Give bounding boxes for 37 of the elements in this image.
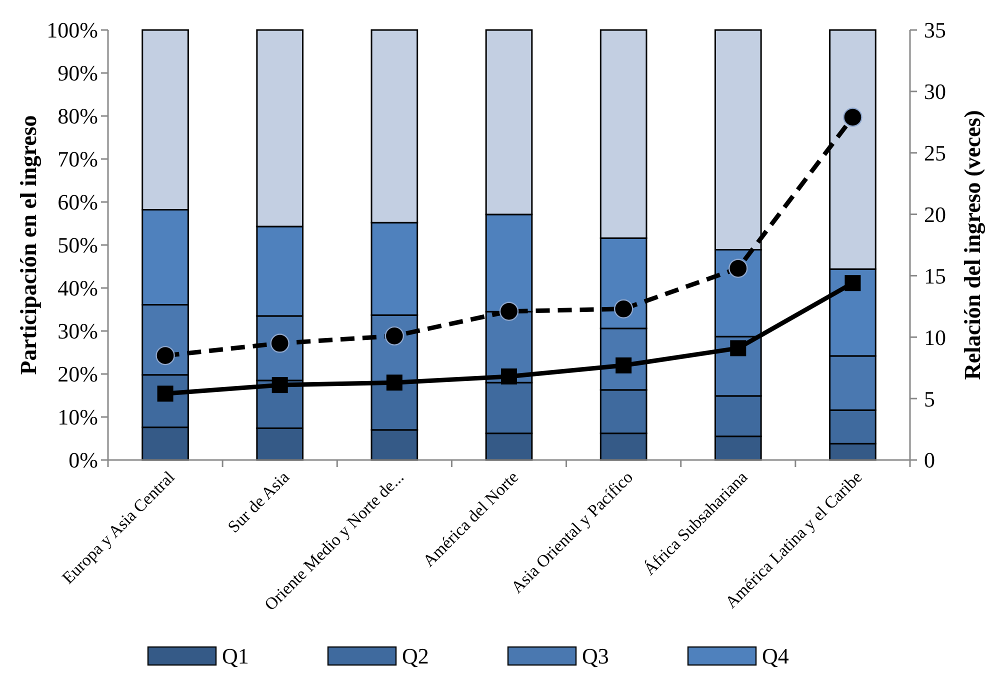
point xyxy=(728,258,748,278)
y-tick-label: 30% xyxy=(58,318,98,344)
point xyxy=(843,108,862,127)
y2-tick-label: 25 xyxy=(924,140,946,166)
x-tick-label: Sur de Asia xyxy=(224,467,294,536)
legend-label: Q3 xyxy=(582,644,609,669)
y-tick-label: 90% xyxy=(58,60,98,86)
y-tick-label: 70% xyxy=(58,146,98,172)
y-tick-label: 100% xyxy=(46,18,98,43)
y2-tick-label: 30 xyxy=(924,79,946,104)
point xyxy=(844,275,861,292)
point xyxy=(499,302,519,321)
y-tick-label: 80% xyxy=(58,104,98,129)
point xyxy=(730,340,746,356)
y-tick-label: 10% xyxy=(58,404,98,430)
point xyxy=(614,299,634,318)
point xyxy=(272,377,288,394)
y2-tick-label: 35 xyxy=(924,18,946,43)
y-tick-label: 60% xyxy=(58,190,98,215)
y-tick-label: 0% xyxy=(68,448,98,473)
y2-tick-label: 20 xyxy=(924,202,946,227)
point xyxy=(156,346,175,366)
y2-tick-label: 5 xyxy=(924,386,935,412)
y2-tick-label: 0 xyxy=(924,448,935,473)
y-tick-label: 20% xyxy=(58,362,98,387)
point xyxy=(501,368,517,384)
y2-tick-label: 15 xyxy=(924,263,946,288)
y2-tick-label: 10 xyxy=(924,324,946,350)
point xyxy=(386,374,402,391)
point xyxy=(384,326,404,346)
y-tick-label: 50% xyxy=(58,232,98,258)
y-tick-label: 40% xyxy=(58,276,98,301)
y-axis-title: Participación en el ingreso xyxy=(16,115,42,375)
legend-label: Q4 xyxy=(762,644,789,669)
legend-label: Q1 xyxy=(222,644,249,669)
y2-axis-title: Relación del ingreso (veces) xyxy=(960,110,986,380)
legend-label: Q2 xyxy=(402,644,429,669)
